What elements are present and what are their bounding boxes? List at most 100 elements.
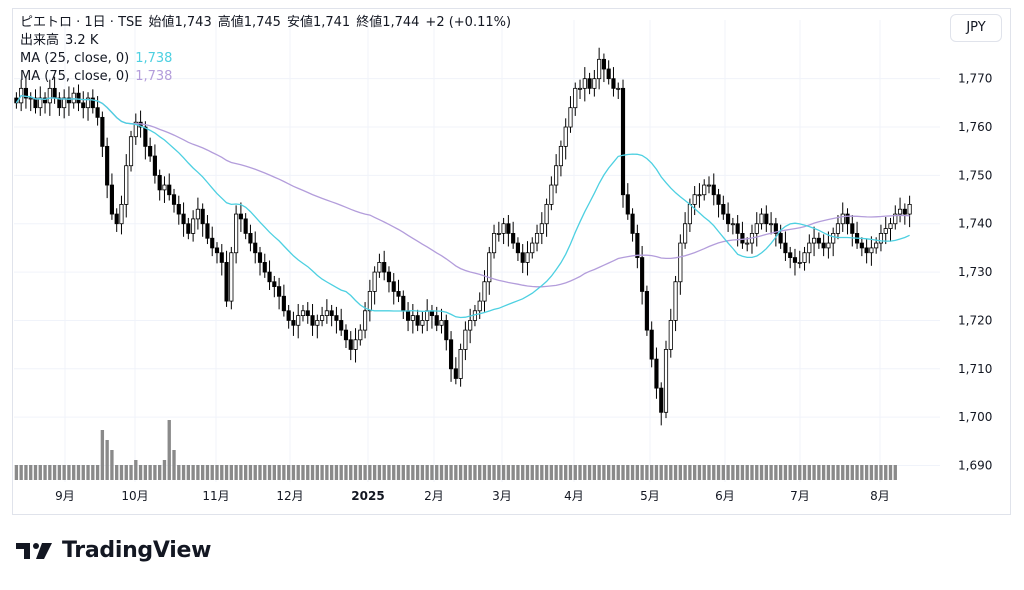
volume-bar	[172, 450, 176, 480]
chart-frame	[12, 8, 1011, 515]
volume-bar	[401, 465, 405, 480]
volume-bar	[181, 465, 186, 480]
x-tick-label: 3月	[492, 489, 512, 503]
volume-bar	[501, 465, 506, 480]
volume-bar	[802, 465, 807, 480]
volume-bar	[301, 465, 305, 480]
volume-bar	[654, 465, 659, 480]
candle-body	[835, 223, 841, 234]
candle-body	[687, 203, 692, 225]
volume-bar	[62, 465, 66, 480]
currency-button[interactable]: JPY	[950, 14, 1002, 42]
y-tick-label: 1,700	[958, 410, 992, 424]
volume-bar	[578, 465, 582, 480]
volume-bar	[14, 465, 19, 480]
volume-bar	[267, 465, 272, 480]
candle-body	[792, 257, 798, 263]
volume-bar	[516, 465, 520, 480]
volume-bar	[683, 465, 687, 480]
x-tick-label: 8月	[870, 489, 890, 503]
volume-bar	[353, 465, 358, 480]
close-value: 1,744	[382, 15, 420, 30]
candle-body	[425, 310, 430, 321]
candle-body	[807, 242, 812, 254]
volume-bar	[263, 465, 267, 480]
candle-body	[377, 262, 382, 273]
candle-body	[597, 58, 602, 80]
volume-bar	[148, 465, 152, 480]
candle-body	[826, 242, 831, 249]
volume-bar	[291, 465, 296, 480]
volume-bar	[458, 465, 463, 480]
volume-bar	[124, 465, 128, 480]
volume-bar	[349, 465, 353, 480]
candle-body	[482, 281, 487, 302]
candle-body	[382, 262, 387, 273]
candle-body	[530, 242, 535, 254]
x-tick-label: 11月	[202, 489, 229, 503]
volume-bar	[783, 465, 788, 480]
candle-body	[534, 233, 540, 244]
candle-body	[869, 247, 874, 254]
volume-bar	[774, 465, 778, 480]
candle-body	[644, 291, 649, 331]
candle-body	[353, 339, 358, 350]
candle-body	[205, 223, 210, 239]
volume-bar	[735, 465, 740, 480]
candle-body	[683, 223, 688, 244]
candle-body	[831, 233, 836, 244]
candle-body	[520, 252, 525, 263]
symbol-title[interactable]: ピエトロ · 1日 · TSE	[20, 15, 143, 30]
volume-bar	[234, 465, 238, 480]
candle-body	[778, 233, 783, 244]
candle-body	[195, 208, 200, 220]
volume-bar	[697, 465, 702, 480]
volume-bar	[879, 465, 883, 480]
candle-body	[678, 242, 683, 283]
volume-bar	[415, 465, 420, 480]
volume-bar	[186, 465, 191, 480]
volume-bar	[191, 465, 195, 480]
candle-body	[902, 208, 907, 215]
candle-body	[66, 97, 72, 104]
volume-bar	[659, 465, 663, 480]
candle-body	[702, 184, 707, 196]
ma75-line	[15, 94, 910, 288]
volume-bar	[826, 465, 831, 480]
candle-body	[305, 310, 310, 317]
candle-body	[845, 213, 850, 225]
ma25-label: MA (25, close, 0)	[20, 51, 130, 66]
volume-bar	[874, 465, 878, 480]
volume-bar	[205, 465, 210, 480]
candle-body	[549, 184, 554, 205]
candle-body	[148, 145, 153, 157]
candle-body	[405, 310, 411, 321]
candle-body	[496, 233, 501, 235]
ma75-row[interactable]: MA (75, close, 0) 1,738	[20, 68, 511, 86]
volume-bar	[272, 465, 276, 480]
brand[interactable]: TradingView	[16, 538, 211, 563]
volume-bar	[817, 465, 821, 480]
volume-bar	[549, 465, 554, 480]
candle-body	[105, 145, 110, 186]
volume-bar	[296, 465, 300, 480]
volume-bar	[821, 465, 826, 480]
candle-body	[620, 87, 626, 196]
candle-body	[363, 310, 368, 331]
volume-bar	[196, 465, 200, 480]
volume-bar	[769, 465, 773, 480]
ma25-row[interactable]: MA (25, close, 0) 1,738	[20, 50, 511, 68]
volume-bar	[363, 465, 367, 480]
candle-body	[119, 203, 124, 225]
volume-bar	[158, 465, 162, 480]
volume-bar	[210, 465, 214, 480]
volume-bar	[368, 465, 372, 480]
volume-bar	[444, 465, 448, 480]
y-tick-label: 1,770	[958, 72, 992, 86]
volume-bar	[449, 465, 453, 480]
candle-body	[386, 271, 392, 283]
candle-body	[286, 310, 291, 321]
volume-bar	[67, 465, 71, 480]
volume-bar	[454, 465, 458, 480]
